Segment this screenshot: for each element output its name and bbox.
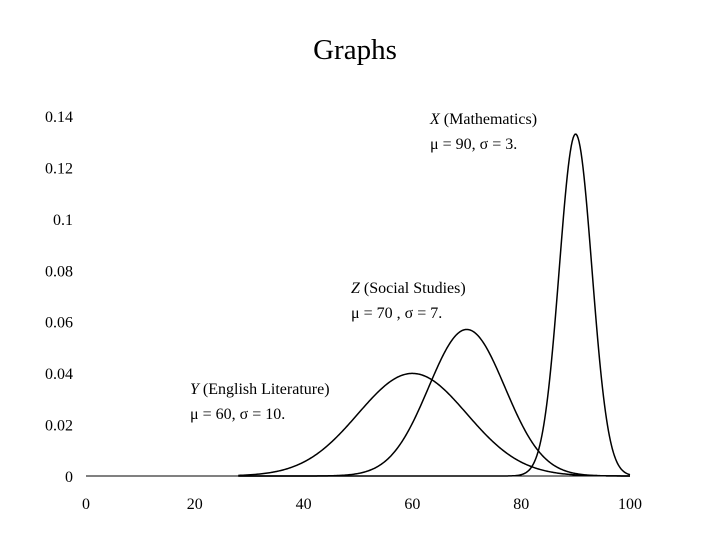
x-tick-label: 100 (618, 496, 642, 513)
series-z-label: Z (Social Studies) (351, 280, 466, 297)
y-tick-label: 0.02 (45, 418, 73, 435)
x-axis-ticks: 0 20 40 60 80 100 (82, 496, 642, 513)
y-tick-label: 0.12 (45, 160, 73, 177)
series-curve-z (238, 328, 630, 477)
y-tick-label: 0.04 (45, 366, 73, 383)
series-x-label: X (Mathematics) (429, 111, 537, 128)
x-tick-label: 80 (513, 496, 529, 513)
y-tick-label: 0.1 (53, 212, 73, 229)
series-curve-y (238, 372, 631, 477)
y-axis-ticks: 0 0.02 0.04 0.06 0.08 0.1 0.12 0.14 (45, 109, 73, 486)
chart-title: Graphs (313, 34, 397, 66)
x-tick-label: 60 (404, 496, 420, 513)
y-tick-label: 0.06 (45, 315, 73, 332)
y-tick-label: 0.08 (45, 263, 73, 280)
y-tick-label: 0 (65, 469, 73, 486)
series-y-params: μ = 60, σ = 10. (190, 406, 285, 423)
series-z-params: μ = 70 , σ = 7. (351, 305, 442, 322)
x-tick-label: 0 (82, 496, 90, 513)
y-tick-label: 0.14 (45, 109, 73, 126)
series-curves (238, 133, 631, 477)
series-x-params: μ = 90, σ = 3. (430, 136, 517, 153)
x-tick-label: 20 (187, 496, 203, 513)
x-tick-label: 40 (296, 496, 312, 513)
series-y-label: Y (English Literature) (190, 381, 330, 398)
